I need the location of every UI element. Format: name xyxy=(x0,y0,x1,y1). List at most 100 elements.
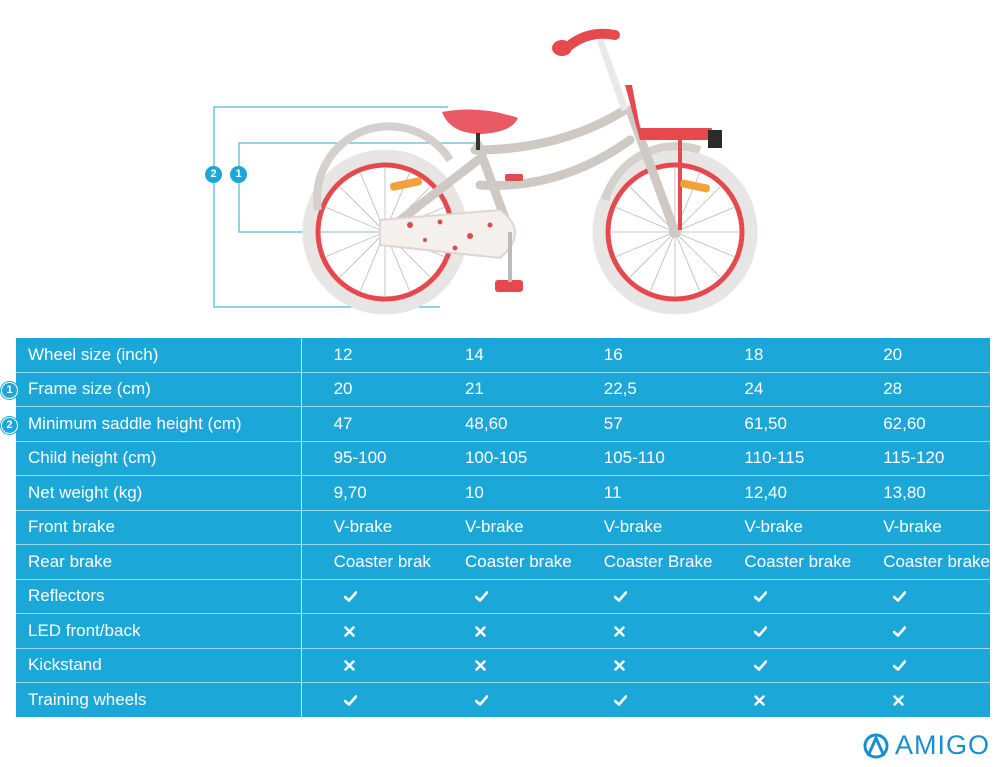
check-icon xyxy=(712,655,843,675)
table-cell: Coaster Brake xyxy=(571,544,713,580)
table-cell: 11 xyxy=(571,475,713,511)
table-cell: 47 xyxy=(301,406,433,442)
table-cell: V-brake xyxy=(851,510,990,545)
cell-value: Coaster brake xyxy=(464,551,572,571)
table-cell xyxy=(301,579,433,614)
table-cell: 14 xyxy=(432,338,572,373)
table-row: Kickstand xyxy=(16,648,990,683)
cell-value: 100-105 xyxy=(464,448,528,468)
table-cell: 20 xyxy=(301,372,433,407)
cell-value: V-brake xyxy=(603,517,663,537)
table-row: Net weight (kg) 9,70 10 11 12,40 13,80 xyxy=(16,475,990,511)
check-icon xyxy=(433,690,564,710)
check-icon xyxy=(851,655,982,675)
table-cell xyxy=(851,683,990,717)
amigo-logo: AMIGO xyxy=(862,730,990,761)
table-cell xyxy=(572,683,713,717)
table-cell xyxy=(571,648,713,683)
cell-value: Coaster Brake xyxy=(603,551,713,571)
check-icon xyxy=(712,621,843,641)
cell-value: 61,50 xyxy=(744,413,787,433)
row-label: Child height (cm) xyxy=(16,441,302,476)
table-cell: V-brake xyxy=(432,510,572,545)
cell-value: 12,40 xyxy=(744,482,787,502)
cell-value: 28 xyxy=(883,379,903,399)
row-label: Front brake xyxy=(16,510,302,545)
cell-value: 13,80 xyxy=(883,482,926,502)
table-row: Child height (cm) 95-100 100-105 105-110 110… xyxy=(16,441,990,476)
cross-icon xyxy=(433,621,564,641)
cell-value: 115-120 xyxy=(883,448,945,468)
table-cell: 18 xyxy=(712,338,852,373)
table-cell xyxy=(432,579,572,614)
row-label: Kickstand xyxy=(16,648,302,683)
cross-icon xyxy=(572,621,703,641)
table-cell xyxy=(712,579,852,614)
cell-value: 105-110 xyxy=(603,448,665,468)
cross-icon xyxy=(302,655,433,675)
table-cell xyxy=(301,648,433,683)
cell-value: 57 xyxy=(603,413,623,433)
table-cell xyxy=(712,648,852,683)
cell-value: 47 xyxy=(333,413,353,433)
cell-value: 12 xyxy=(333,344,353,364)
bicycle-illustration xyxy=(213,28,758,315)
cell-value: 110-115 xyxy=(744,448,805,468)
table-cell: 24 xyxy=(712,372,852,407)
row-label: Frame size (cm) xyxy=(16,372,302,407)
marker-saddle-height: 2 xyxy=(205,166,222,183)
table-row: Reflectors xyxy=(16,579,990,614)
check-icon xyxy=(572,586,703,606)
table-row: Frame size (cm) 20 21 22,5 24 28 xyxy=(16,372,990,407)
row-label: Training wheels xyxy=(16,682,302,717)
cell-value: 22,5 xyxy=(603,379,637,399)
table-cell xyxy=(571,579,713,614)
cell-value: 16 xyxy=(603,344,623,364)
row-label: Minimum saddle height (cm) xyxy=(16,406,302,442)
check-icon xyxy=(572,690,703,710)
cell-value: Coaster brake xyxy=(883,551,990,571)
table-cell xyxy=(712,683,851,717)
table-row: Rear brake Coaster brak Coaster brake Coast… xyxy=(16,544,990,580)
row-label: Rear brake xyxy=(16,544,302,580)
table-cell: 105-110 xyxy=(571,441,713,476)
table-cell: 61,50 xyxy=(712,406,852,442)
cell-value: 14 xyxy=(464,344,484,364)
cell-value: V-brake xyxy=(464,517,524,537)
cell-value: 21 xyxy=(464,379,484,399)
cross-icon xyxy=(433,655,564,675)
table-cell: 9,70 xyxy=(301,475,433,511)
table-cell xyxy=(301,613,433,649)
cross-icon xyxy=(572,655,703,675)
table-cell: 12,40 xyxy=(712,475,852,511)
table-cell: 21 xyxy=(432,372,572,407)
cell-value: 24 xyxy=(744,379,764,399)
table-cell: 57 xyxy=(571,406,713,442)
check-icon xyxy=(851,586,982,606)
table-cell: 22,5 xyxy=(571,372,713,407)
specification-table-body: Wheel size (inch) 12 14 16 18 20 Frame size (c… xyxy=(16,338,990,717)
cell-value: 48,60 xyxy=(464,413,508,433)
table-cell xyxy=(851,648,990,683)
table-row: LED front/back xyxy=(16,613,990,649)
table-cell: 95-100 xyxy=(301,441,433,476)
table-cell: 28 xyxy=(851,372,990,407)
table-cell xyxy=(712,613,852,649)
table-row: Wheel size (inch) 12 14 16 18 20 xyxy=(16,338,990,373)
cross-icon xyxy=(851,690,982,710)
row-marker-frame-size: 1 xyxy=(1,382,18,399)
cell-value: V-brake xyxy=(333,517,393,537)
table-cell xyxy=(432,648,572,683)
table-cell xyxy=(851,613,990,649)
cell-value: Coaster brak xyxy=(333,551,431,571)
table-cell xyxy=(432,613,572,649)
cell-value: 18 xyxy=(744,344,764,364)
check-icon xyxy=(712,586,843,606)
table-cell: 16 xyxy=(571,338,713,373)
table-row: Minimum saddle height (cm) 47 48,60 57 61,50… xyxy=(16,406,990,442)
table-cell: 20 xyxy=(851,338,990,373)
table-cell: V-brake xyxy=(571,510,713,545)
row-label: Reflectors xyxy=(16,579,302,614)
table-row: Training wheels xyxy=(16,682,990,717)
cell-value: 95-100 xyxy=(333,448,387,468)
